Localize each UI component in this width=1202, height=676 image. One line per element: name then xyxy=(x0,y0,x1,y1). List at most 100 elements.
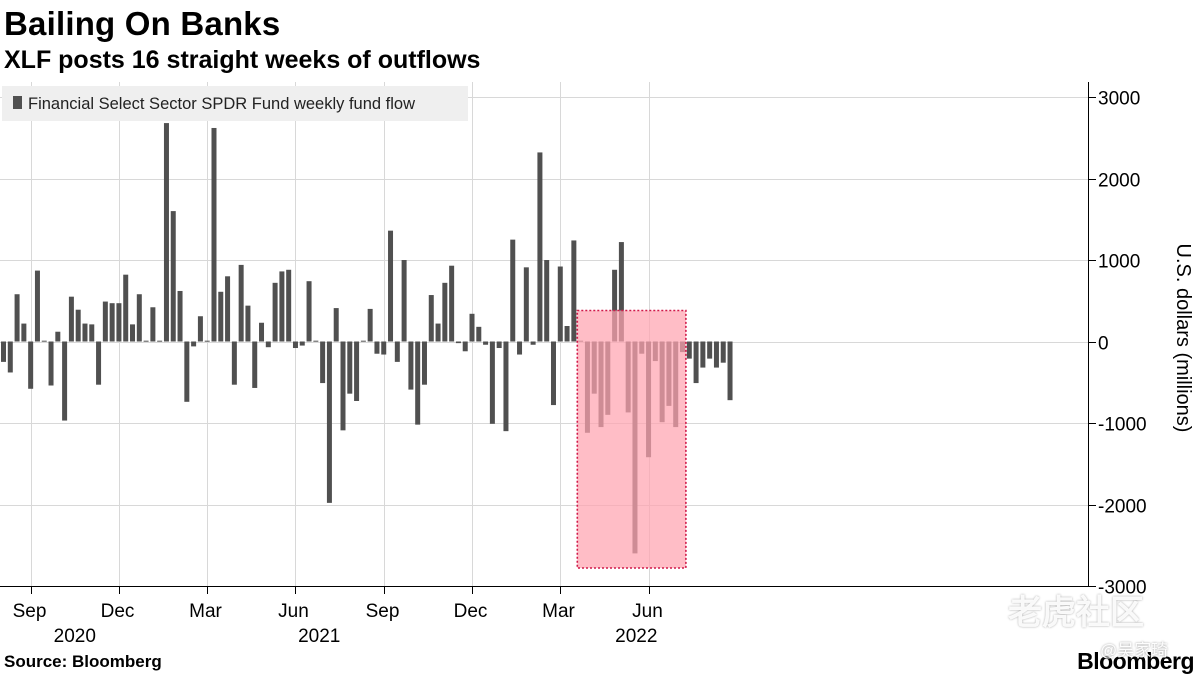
bar xyxy=(720,341,726,363)
y-tick-label: -2000 xyxy=(1098,497,1147,518)
bar xyxy=(347,341,353,394)
chart-subtitle: XLF posts 16 straight weeks of outflows xyxy=(4,46,481,74)
bar xyxy=(75,309,81,342)
bar xyxy=(259,322,265,342)
bar xyxy=(163,123,169,342)
bar xyxy=(231,341,237,385)
bar xyxy=(279,271,285,342)
bar xyxy=(489,341,495,424)
y-axis-title: U.S. dollars (millions) xyxy=(1172,244,1194,433)
bar xyxy=(537,152,543,342)
bar xyxy=(1,341,6,362)
bar xyxy=(612,269,618,342)
bar xyxy=(442,282,448,342)
bar xyxy=(476,326,482,342)
y-tick-label: 0 xyxy=(1098,334,1109,355)
bar xyxy=(177,290,183,342)
bar xyxy=(462,341,468,352)
bar xyxy=(496,341,502,349)
bar xyxy=(700,341,706,368)
bar xyxy=(401,260,407,342)
bar xyxy=(225,276,231,342)
bar xyxy=(28,341,34,389)
bar xyxy=(34,270,40,342)
bar xyxy=(333,308,339,342)
bar xyxy=(510,239,516,342)
bar xyxy=(360,340,366,342)
bar xyxy=(191,341,197,347)
x-year-label: 2022 xyxy=(615,626,657,647)
bar xyxy=(435,323,441,342)
bar xyxy=(272,282,278,342)
bar xyxy=(68,296,74,342)
bar xyxy=(82,323,88,342)
bar xyxy=(143,340,149,342)
bar xyxy=(55,331,61,342)
brand-logo: Bloomberg xyxy=(1077,648,1194,674)
bar xyxy=(571,240,577,342)
bar xyxy=(320,341,326,384)
bar xyxy=(265,341,271,348)
bar xyxy=(197,316,203,342)
bar xyxy=(523,267,529,342)
bar xyxy=(455,341,461,344)
y-tick-label: 2000 xyxy=(1098,171,1140,192)
bar xyxy=(693,341,699,384)
bar xyxy=(374,341,380,354)
bar xyxy=(62,341,68,421)
bar xyxy=(686,341,692,359)
bar xyxy=(517,341,523,355)
bar xyxy=(483,341,489,345)
bar xyxy=(618,242,624,342)
bar xyxy=(421,341,427,385)
bar xyxy=(48,341,54,386)
bar xyxy=(313,340,319,342)
watermark-text: 老虎社区 xyxy=(1008,594,1144,632)
x-tick-label: Mar xyxy=(189,601,222,622)
highlight-box xyxy=(576,309,687,569)
bar xyxy=(7,341,13,373)
bar xyxy=(102,301,108,342)
bar xyxy=(211,127,217,342)
bar xyxy=(415,341,421,425)
bar xyxy=(469,313,475,342)
x-year-label: 2020 xyxy=(54,626,96,647)
bar xyxy=(218,291,224,342)
x-tick-label: Sep xyxy=(13,601,47,622)
bar xyxy=(41,340,47,342)
y-tick-label: 3000 xyxy=(1098,89,1140,110)
bar xyxy=(184,341,190,402)
x-tick-label: Jun xyxy=(632,601,663,622)
bar xyxy=(367,308,373,342)
bar xyxy=(21,323,27,342)
x-tick-label: Mar xyxy=(542,601,575,622)
bar xyxy=(354,341,360,401)
bar xyxy=(150,307,156,342)
legend-swatch xyxy=(13,96,22,109)
bar xyxy=(116,303,122,342)
bar xyxy=(326,341,332,503)
bar xyxy=(123,274,129,342)
bar xyxy=(170,211,176,342)
bar xyxy=(530,341,536,345)
bar xyxy=(299,341,305,346)
bar xyxy=(340,341,346,431)
bar xyxy=(550,341,556,406)
bar xyxy=(136,294,142,342)
bar xyxy=(130,324,136,342)
bar xyxy=(381,341,387,355)
bar xyxy=(449,265,455,342)
bar xyxy=(157,340,163,342)
bar xyxy=(428,295,434,342)
bar xyxy=(503,341,509,432)
bar xyxy=(727,341,733,401)
bar xyxy=(557,266,563,342)
x-tick-label: Dec xyxy=(101,601,135,622)
bar xyxy=(286,269,292,342)
bar xyxy=(388,230,394,342)
y-tick-label: 1000 xyxy=(1098,252,1140,273)
x-year-label: 2021 xyxy=(298,626,340,647)
bar xyxy=(109,303,115,342)
bar xyxy=(245,305,251,342)
bar xyxy=(238,264,244,342)
